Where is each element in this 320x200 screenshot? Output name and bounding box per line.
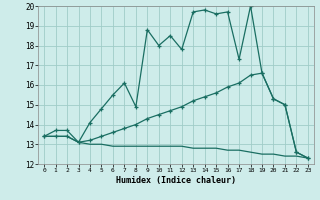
X-axis label: Humidex (Indice chaleur): Humidex (Indice chaleur) (116, 176, 236, 185)
